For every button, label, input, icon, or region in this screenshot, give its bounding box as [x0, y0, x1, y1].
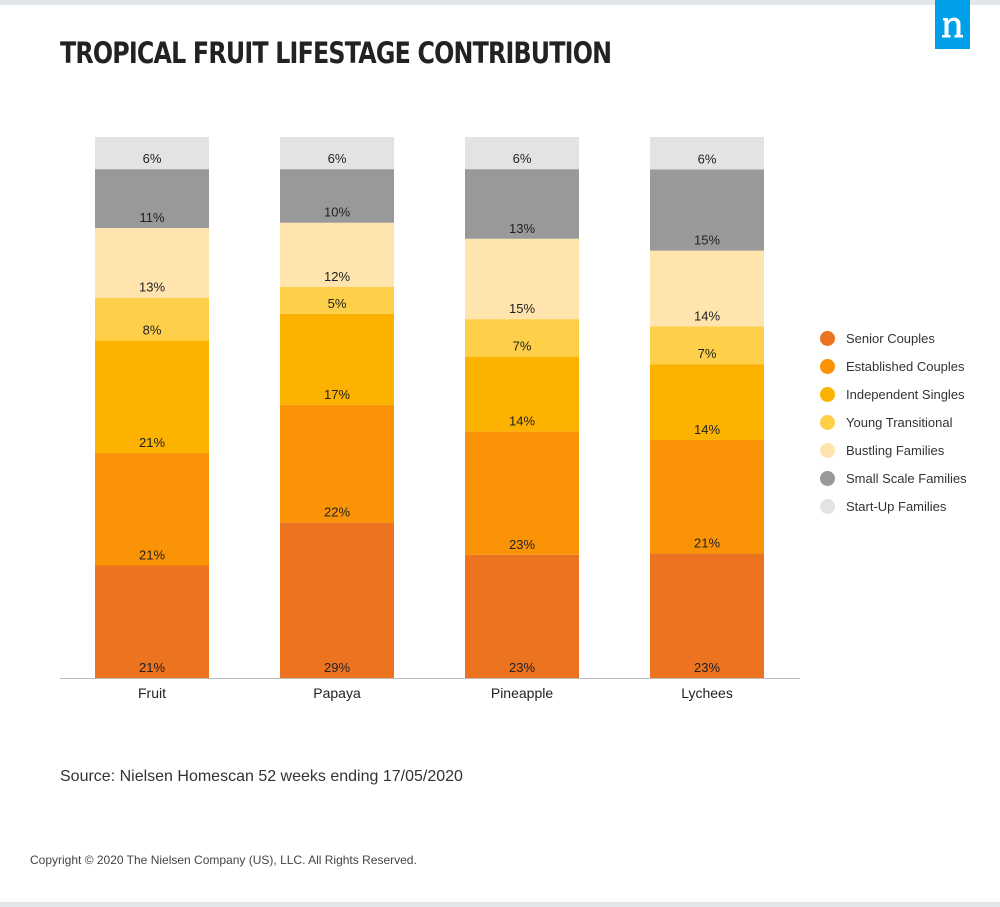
bar-segment-pineapple-5: [465, 238, 579, 320]
nielsen-logo-mark: [941, 17, 963, 37]
bar-segment-fruit-4: [95, 297, 209, 341]
bar-segment-lychees-5: [650, 250, 764, 327]
data-label: 14%: [509, 414, 535, 429]
bar-segment-lychees-6: [650, 169, 764, 251]
bar-segment-papaya-7: [280, 137, 394, 170]
bottom-band: [0, 902, 1000, 907]
bar-segment-papaya-2: [280, 404, 394, 523]
bar-segment-pineapple-6: [465, 169, 579, 239]
data-label: 14%: [694, 422, 720, 437]
legend-label: Established Couples: [846, 358, 965, 374]
legend-label: Senior Couples: [846, 330, 935, 346]
bar-segment-lychees-3: [650, 364, 764, 440]
legend-item: Start-Up Families: [820, 492, 967, 520]
data-label: 15%: [694, 233, 720, 248]
legend-swatch: [820, 470, 835, 486]
page-title: TROPICAL FRUIT LIFESTAGE CONTRIBUTION: [60, 36, 612, 70]
x-tick-label: Pineapple: [491, 685, 553, 701]
chart-legend: Senior Couples Established Couples Indepen…: [820, 324, 967, 520]
bar-segment-fruit-2: [95, 453, 209, 566]
x-tick-label: Lychees: [681, 685, 733, 701]
data-label: 6%: [698, 151, 717, 166]
bar-segment-pineapple-1: [465, 554, 579, 678]
legend-label: Start-Up Families: [846, 498, 947, 514]
bar-segment-pineapple-3: [465, 356, 579, 432]
data-label: 23%: [694, 660, 720, 675]
legend-item: Independent Singles: [820, 380, 967, 408]
bar-segment-lychees-1: [650, 553, 764, 678]
legend-label: Young Transitional: [846, 414, 953, 430]
data-label: 6%: [143, 151, 162, 166]
x-tick-label: Papaya: [313, 685, 361, 701]
bar-segment-papaya-1: [280, 522, 394, 678]
data-label: 13%: [509, 221, 535, 236]
bar-segment-pineapple-4: [465, 319, 579, 357]
data-label: 23%: [509, 660, 535, 675]
copyright-note: Copyright © 2020 The Nielsen Company (US…: [30, 853, 417, 867]
data-label: 23%: [509, 537, 535, 552]
data-label: 7%: [698, 346, 717, 361]
data-label: 29%: [324, 660, 350, 675]
data-label: 13%: [139, 280, 165, 295]
data-label: 8%: [143, 323, 162, 338]
bar-segment-fruit-3: [95, 340, 209, 454]
data-label: 21%: [694, 536, 720, 551]
data-label: 14%: [694, 308, 720, 323]
top-band: [0, 0, 1000, 5]
legend-item: Senior Couples: [820, 324, 967, 352]
bar-segment-lychees-2: [650, 439, 764, 554]
data-label: 7%: [513, 339, 532, 354]
legend-swatch: [820, 414, 835, 430]
bar-segment-papaya-4: [280, 286, 394, 314]
bar-segment-pineapple-2: [465, 431, 579, 555]
data-label: 21%: [139, 660, 165, 675]
data-label: 11%: [139, 210, 164, 225]
bar-segment-fruit-7: [95, 137, 209, 170]
x-tick-label: Fruit: [138, 685, 166, 701]
bar-segment-fruit-5: [95, 228, 209, 298]
data-label: 15%: [509, 301, 535, 316]
bar-segment-papaya-3: [280, 313, 394, 405]
data-label: 6%: [328, 151, 347, 166]
legend-item: Young Transitional: [820, 408, 967, 436]
legend-item: Established Couples: [820, 352, 967, 380]
legend-label: Bustling Families: [846, 442, 945, 458]
bar-segment-lychees-7: [650, 137, 764, 170]
legend-item: Bustling Families: [820, 436, 967, 464]
nielsen-logo: [935, 0, 970, 49]
legend-swatch: [820, 498, 835, 514]
data-label: 10%: [324, 205, 350, 220]
bar-segment-papaya-6: [280, 169, 394, 223]
bar-segment-lychees-4: [650, 326, 764, 365]
data-label: 5%: [328, 296, 347, 311]
data-label: 22%: [324, 505, 350, 520]
legend-swatch: [820, 386, 835, 402]
source-note: Source: Nielsen Homescan 52 weeks ending…: [60, 768, 463, 785]
data-label: 17%: [324, 387, 350, 402]
data-label: 6%: [513, 151, 532, 166]
legend-swatch: [820, 330, 835, 346]
legend-swatch: [820, 358, 835, 374]
bar-segment-papaya-5: [280, 222, 394, 287]
bar-segment-fruit-6: [95, 169, 209, 229]
legend-label: Independent Singles: [846, 386, 965, 402]
data-label: 21%: [139, 435, 165, 450]
data-label: 12%: [324, 269, 350, 284]
data-label: 21%: [139, 548, 165, 563]
bar-segment-pineapple-7: [465, 137, 579, 170]
bar-segment-fruit-1: [95, 565, 209, 678]
legend-swatch: [820, 442, 835, 458]
legend-item: Small Scale Families: [820, 464, 967, 492]
legend-label: Small Scale Families: [846, 470, 967, 486]
